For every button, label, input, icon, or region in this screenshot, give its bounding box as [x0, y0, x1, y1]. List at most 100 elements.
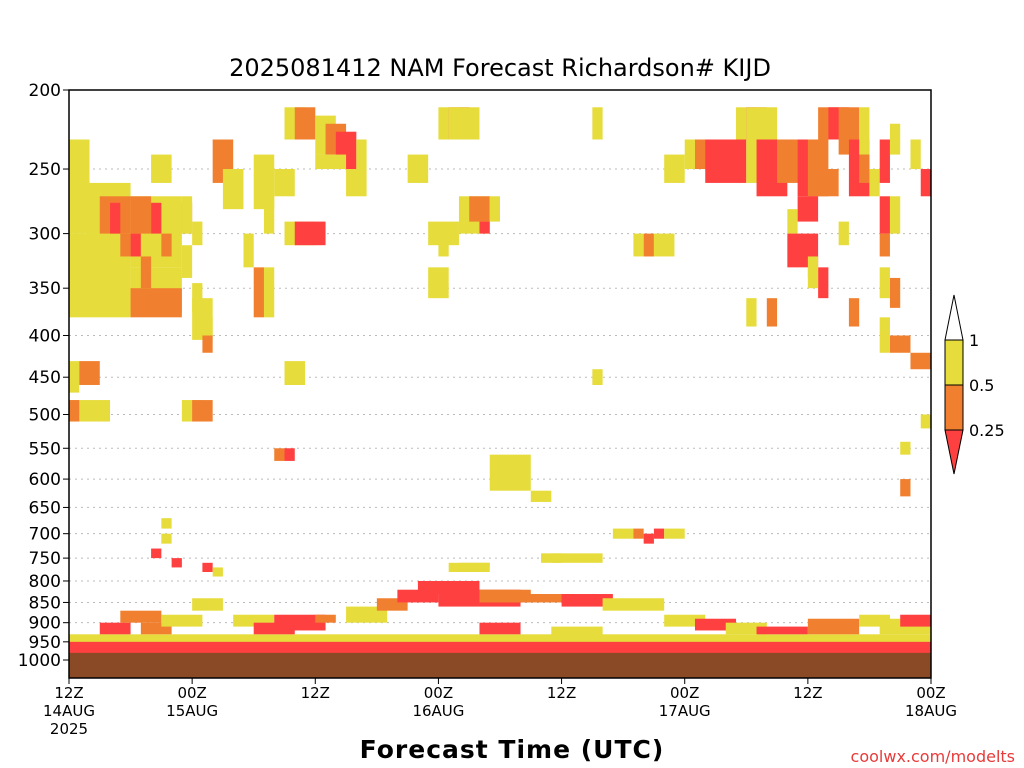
ri-cell [838, 221, 849, 246]
ri-cell [356, 139, 367, 170]
ri-cell [151, 154, 172, 183]
ri-cell [243, 233, 254, 268]
ri-cell [181, 245, 193, 278]
ri-cell [202, 335, 213, 353]
ri-cell [438, 107, 449, 140]
ri-cell [705, 139, 747, 183]
ri-cell [879, 267, 890, 299]
ri-boundary-layer-cell [233, 614, 275, 627]
ri-cell [192, 283, 203, 313]
ri-cell [284, 448, 295, 461]
ri-cell [69, 361, 80, 393]
ri-boundary-layer-cell [479, 589, 531, 603]
ri-cell [489, 196, 500, 222]
ri-cell [859, 107, 870, 155]
ri-cell [807, 256, 819, 278]
colorbar-top-arrow [944, 294, 964, 341]
y-tick-label: 350 [29, 279, 61, 299]
ri-cell [879, 139, 890, 183]
ri-cell [653, 233, 675, 257]
ri-cell [284, 361, 306, 385]
y-tick-label: 650 [29, 498, 61, 518]
y-tick-label: 900 [29, 614, 61, 634]
ri-cell [458, 562, 490, 568]
ri-cell [263, 267, 275, 318]
ri-boundary-layer-cell [479, 622, 521, 635]
ri-cell [346, 169, 367, 197]
ri-cell [274, 169, 295, 197]
x-tick-label: 17AUG [659, 702, 711, 720]
ri-cell [407, 154, 429, 183]
ri-boundary-layer-cell [140, 622, 172, 635]
ri-cell [818, 169, 839, 197]
ri-boundary-layer-cell [859, 614, 890, 627]
ri-cell [192, 221, 203, 246]
y-tick-label: 700 [29, 525, 61, 545]
y-tick-label: 1000 [18, 651, 61, 671]
ri-cell [79, 361, 100, 385]
y-tick-label: 400 [29, 326, 61, 346]
richardson-cells [69, 107, 931, 660]
ri-boundary-layer-cell [602, 598, 665, 611]
ri-boundary-layer-cell [315, 614, 336, 623]
x-tick-label: 00Z [916, 684, 945, 702]
ri-cell [746, 298, 757, 327]
ri-cell [222, 169, 244, 210]
x-axis-label: Forecast Time (UTC) [360, 735, 665, 764]
ri-boundary-layer-cell [99, 622, 131, 635]
ri-cell [787, 209, 798, 234]
ri-cell [879, 196, 890, 234]
y-tick-label: 600 [29, 470, 61, 490]
y-tick-label: 250 [29, 160, 61, 180]
ri-cell [294, 221, 326, 246]
x-tick-label: 2025 [50, 720, 88, 738]
ri-cell [181, 196, 193, 234]
y-tick-label: 550 [29, 439, 61, 459]
y-tick-label: 850 [29, 593, 61, 613]
ri-cell [889, 277, 901, 308]
ri-boundary-layer-cell [694, 618, 737, 631]
ri-cell [807, 267, 819, 289]
ri-cell [889, 196, 901, 234]
ri-cell [859, 154, 870, 183]
x-tick-label: 18AUG [905, 702, 957, 720]
ri-cell [161, 533, 172, 544]
ri-cell [479, 221, 490, 234]
ri-cell [130, 233, 141, 257]
ri-cell [294, 107, 316, 140]
ri-cell [633, 528, 644, 539]
x-tick-label: 16AUG [412, 702, 464, 720]
x-tick-label: 00Z [177, 684, 206, 702]
ri-cell [879, 233, 890, 257]
ri-cell [900, 479, 911, 497]
ri-cell [315, 154, 347, 170]
y-tick-label: 750 [29, 549, 61, 569]
ri-cell [202, 562, 213, 573]
ri-cell [643, 233, 654, 257]
x-tick-label: 00Z [670, 684, 699, 702]
ri-cell [664, 154, 685, 183]
ri-cell [469, 196, 490, 222]
colorbar-label: 1 [969, 331, 979, 350]
ri-cell [653, 528, 665, 539]
ri-cell [633, 233, 644, 257]
ri-cell [910, 352, 931, 370]
ri-boundary-layer-cell [725, 622, 767, 635]
x-tick-label: 12Z [54, 684, 83, 702]
ri-cell [130, 196, 152, 234]
y-tick-label: 800 [29, 572, 61, 592]
ri-cell [643, 533, 654, 544]
ri-boundary-layer-cell [756, 626, 808, 635]
y-tick-label: 300 [29, 225, 61, 245]
colorbar-swatch [944, 339, 964, 386]
ri-cell [869, 169, 880, 197]
ri-cell [253, 154, 275, 210]
chart-title: 2025081412 NAM Forecast Richardson# KIJD [229, 54, 771, 82]
colorbar-bottom-arrow [944, 429, 964, 475]
ri-cell [161, 518, 172, 529]
ri-boundary-layer-cell [192, 598, 223, 611]
credit-text: coolwx.com/modelts [851, 747, 1015, 766]
ri-cell [530, 490, 552, 502]
ri-cell [910, 139, 921, 170]
